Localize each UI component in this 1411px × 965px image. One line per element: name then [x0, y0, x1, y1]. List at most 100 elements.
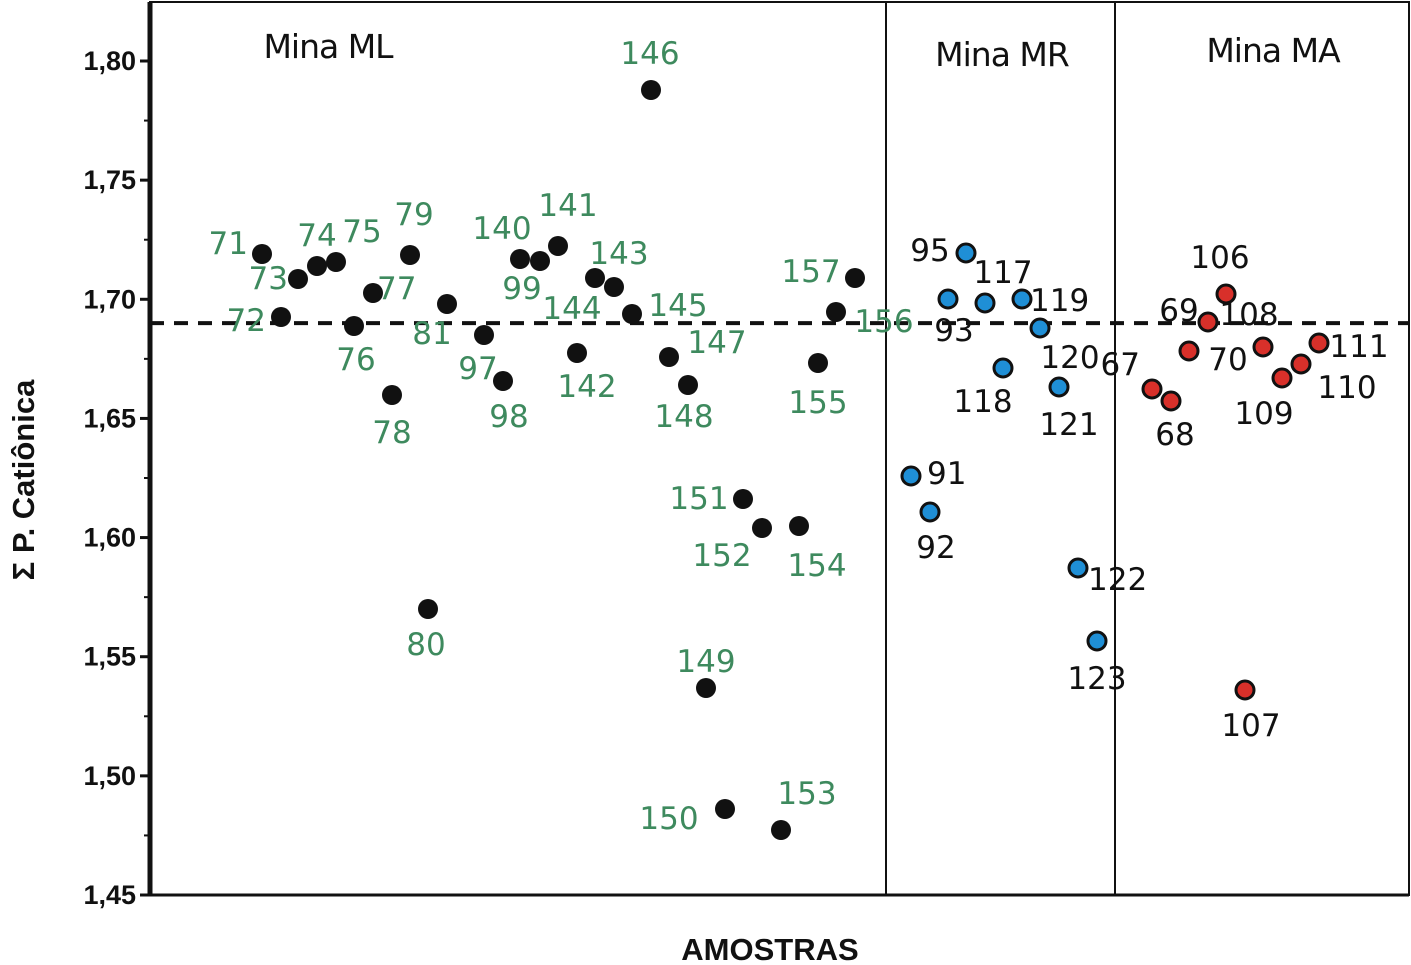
point-label-150: 150 [639, 801, 698, 837]
data-point-71 [252, 244, 272, 264]
data-point-146 [641, 80, 661, 100]
data-point-107 [1234, 679, 1256, 701]
data-point-80 [418, 599, 438, 619]
point-label-122: 122 [1088, 562, 1147, 598]
data-point-70 [1197, 311, 1219, 333]
data-point-121 [1048, 376, 1070, 398]
point-label-144: 144 [542, 291, 601, 327]
data-point-97 [474, 325, 494, 345]
y-tick-label: 1,70 [83, 284, 136, 314]
data-point-91 [900, 465, 922, 487]
point-label-118: 118 [953, 384, 1012, 420]
point-label-110: 110 [1317, 370, 1376, 406]
point-label-153: 153 [777, 776, 836, 812]
point-label-154: 154 [787, 548, 846, 584]
y-tick-label: 1,60 [83, 523, 136, 553]
point-label-143: 143 [589, 236, 648, 272]
x-axis-title: AMOSTRAS [681, 932, 858, 965]
data-point-74 [307, 256, 327, 276]
point-label-121: 121 [1039, 407, 1098, 443]
data-point-117 [974, 292, 996, 314]
data-point-144 [604, 277, 624, 297]
point-label-73: 73 [249, 261, 288, 297]
point-label-117: 117 [973, 255, 1032, 291]
point-label-78: 78 [372, 415, 411, 451]
point-label-76: 76 [336, 342, 375, 378]
data-points [252, 80, 1330, 840]
data-point-108 [1252, 336, 1274, 358]
data-point-154 [789, 516, 809, 536]
data-point-98 [493, 371, 513, 391]
data-point-76 [344, 316, 364, 336]
data-point-95 [955, 242, 977, 264]
point-label-149: 149 [676, 644, 735, 680]
data-point-119 [1011, 288, 1033, 310]
point-label-111: 111 [1329, 329, 1388, 365]
point-label-75: 75 [342, 214, 381, 250]
point-label-79: 79 [394, 197, 433, 233]
point-label-107: 107 [1221, 708, 1280, 744]
data-point-155 [808, 353, 828, 373]
point-label-141: 141 [538, 188, 597, 224]
data-point-110 [1290, 353, 1312, 375]
data-point-92 [919, 501, 941, 523]
point-label-99: 99 [502, 271, 541, 307]
point-label-74: 74 [297, 218, 336, 254]
point-label-148: 148 [654, 399, 713, 435]
point-label-156: 156 [854, 304, 913, 340]
point-label-119: 119 [1030, 283, 1089, 319]
data-point-67 [1141, 378, 1163, 400]
data-point-109 [1271, 367, 1293, 389]
region-label: Mina ML [263, 27, 394, 66]
region-label: Mina MA [1206, 31, 1341, 70]
data-point-151 [733, 489, 753, 509]
point-label-145: 145 [648, 288, 707, 324]
point-label-142: 142 [557, 369, 616, 405]
point-label-70: 70 [1208, 342, 1247, 378]
data-point-99 [530, 251, 550, 271]
point-label-106: 106 [1190, 240, 1249, 276]
point-label-80: 80 [406, 627, 445, 663]
point-label-97: 97 [458, 351, 497, 387]
data-point-122 [1067, 557, 1089, 579]
point-label-68: 68 [1155, 417, 1194, 453]
point-label-69: 69 [1159, 293, 1198, 329]
point-label-95: 95 [910, 233, 949, 269]
data-point-149 [696, 678, 716, 698]
point-label-140: 140 [472, 211, 531, 247]
point-label-109: 109 [1234, 396, 1293, 432]
y-tick-label: 1,50 [83, 761, 136, 791]
data-point-69 [1178, 340, 1200, 362]
point-label-155: 155 [788, 385, 847, 421]
y-axis: 1,45 1,50 1,55 1,60 1,65 1,70 1,75 1,80 [83, 46, 150, 910]
data-point-72 [271, 307, 291, 327]
plot-frame [147, 1, 1410, 897]
data-point-77 [363, 283, 383, 303]
point-label-93: 93 [934, 313, 973, 349]
point-label-98: 98 [489, 399, 528, 435]
data-point-68 [1160, 390, 1182, 412]
point-label-67: 67 [1101, 347, 1140, 383]
point-label-120: 120 [1040, 340, 1099, 376]
data-point-142 [567, 343, 587, 363]
y-tick-label: 1,80 [83, 46, 136, 76]
data-point-150 [715, 799, 735, 819]
point-label-157: 157 [781, 254, 840, 290]
data-point-73 [288, 269, 308, 289]
point-label-81: 81 [412, 316, 451, 352]
data-point-152 [752, 518, 772, 538]
point-label-151: 151 [669, 481, 728, 517]
point-label-72: 72 [227, 303, 266, 339]
data-point-78 [382, 385, 402, 405]
data-point-141 [548, 236, 568, 256]
data-point-143 [585, 268, 605, 288]
data-point-75 [326, 252, 346, 272]
data-point-111 [1308, 332, 1330, 354]
data-point-148 [678, 375, 698, 395]
y-tick-label: 1,55 [83, 642, 136, 672]
data-point-120 [1029, 317, 1051, 339]
data-point-106 [1215, 283, 1237, 305]
